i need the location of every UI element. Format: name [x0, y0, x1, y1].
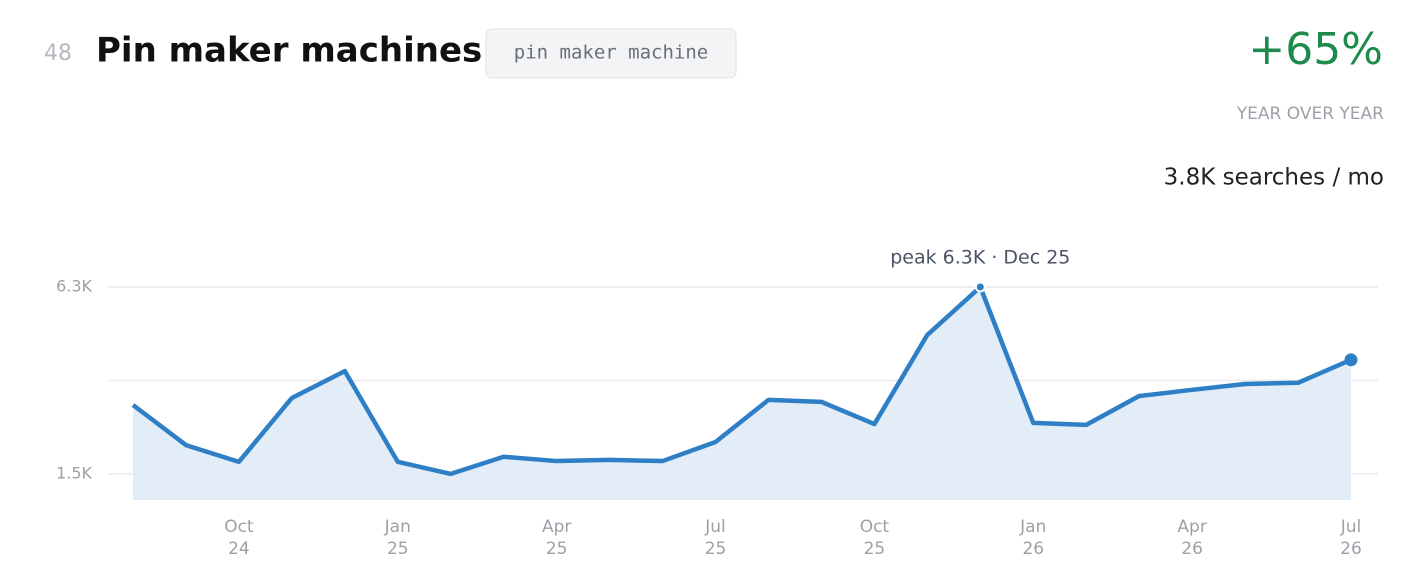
peak-point: [974, 281, 986, 293]
x-tick-year: 26: [1340, 539, 1362, 559]
tag-box: [485, 28, 737, 79]
x-tick-month: Oct: [860, 517, 890, 537]
volume: 3.8K searches / mo: [1164, 165, 1384, 191]
y-tick-label: 1.5K: [56, 463, 92, 482]
x-tick-year: 26: [1181, 539, 1203, 559]
x-tick-year: 25: [387, 539, 409, 559]
y-tick-label: 6.3K: [56, 277, 92, 296]
tag: pin maker machine: [514, 42, 708, 64]
x-tick-month: Jul: [1340, 517, 1362, 537]
x-tick-month: Apr: [542, 517, 571, 537]
x-tick-year: 25: [546, 539, 568, 559]
last-point: [1344, 353, 1358, 367]
x-tick-year: 24: [228, 539, 250, 559]
x-tick-month: Apr: [1177, 517, 1206, 537]
x-tick-month: Jul: [704, 517, 726, 537]
change-label: YEAR OVER YEAR: [1236, 104, 1384, 124]
area: [133, 287, 1351, 500]
line: [131, 284, 1352, 477]
x-tick-month: Oct: [224, 517, 254, 537]
annotation: peak 6.3K · Dec 25: [890, 247, 1070, 269]
change: +65%: [1248, 24, 1383, 75]
title: Pin maker machines: [96, 31, 482, 71]
x-tick-month: Jan: [1019, 517, 1046, 537]
x-tick-month: Jan: [384, 517, 411, 537]
rank: 48: [44, 41, 72, 66]
x-tick-year: 26: [1022, 539, 1044, 559]
x-tick-year: 25: [705, 539, 727, 559]
x-tick-year: 25: [864, 539, 886, 559]
